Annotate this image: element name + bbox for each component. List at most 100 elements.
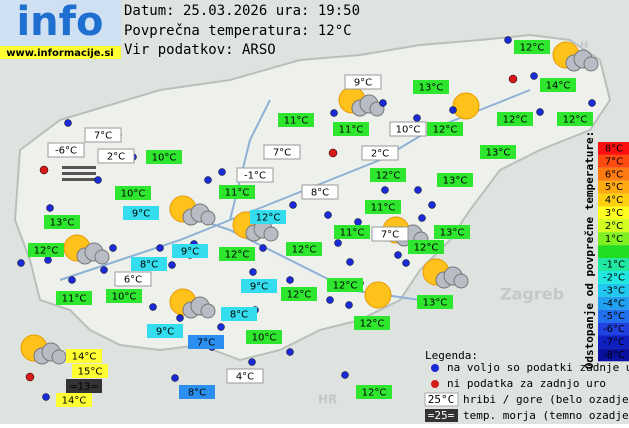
temperature-box: [327, 278, 363, 292]
temperature-label: 11°C: [284, 116, 309, 127]
temperature-box: [301, 184, 339, 200]
scale: Odstopanje od povprečne temperature: 8°C…: [583, 131, 629, 369]
source: Vir podatkov: ARSO: [124, 42, 276, 58]
temperature-label: 12°C: [563, 115, 588, 126]
station-dot: [588, 99, 596, 107]
temperature-label: 8°C: [230, 310, 248, 321]
sun-icon: [364, 281, 392, 309]
scale-cell: [598, 258, 629, 271]
temperature-label: 11°C: [225, 188, 250, 199]
temperature-box: [115, 186, 151, 200]
temperature-label: 7°C: [94, 131, 112, 142]
map-label: Zagreb: [500, 285, 564, 304]
temperature-label: 9°C: [132, 209, 150, 220]
cloud-part: [51, 349, 67, 365]
temperature-box: [480, 145, 516, 159]
legend-red-dot: [431, 380, 439, 388]
temperature-box: [557, 112, 593, 126]
temperature-label: 10°C: [152, 153, 177, 164]
temperature-label: 7°C: [273, 148, 291, 159]
temperature-label: 11°C: [340, 228, 365, 239]
temperature-label: 8°C: [140, 260, 158, 271]
cloud-icon: [182, 296, 216, 319]
temperature-label: 9°C: [250, 282, 268, 293]
temperature-label: 10°C: [252, 333, 277, 344]
cloud-part: [583, 56, 599, 72]
temperature-label: =13=: [69, 382, 98, 393]
temperature-label: 12°C: [333, 281, 358, 292]
temperature-box: [365, 200, 401, 214]
temperature-box: [246, 330, 282, 344]
cloud-icon: [33, 342, 67, 365]
station-dot: [345, 301, 353, 309]
station-dot: [100, 266, 108, 274]
legend-blue-dot: [431, 364, 439, 372]
scale-label: -3°C: [603, 285, 625, 296]
temperature-label: 12°C: [376, 171, 401, 182]
temperature-label: 12°C: [520, 43, 545, 54]
scale-cell: [598, 232, 629, 246]
scale-cell: [598, 154, 629, 168]
temperature-box: [434, 225, 470, 239]
temperature-label: 2°C: [107, 152, 125, 163]
scale-label: 4°C: [605, 195, 623, 206]
temperature-label: 13°C: [486, 148, 511, 159]
station-dot: [330, 109, 338, 117]
temperature-box: [250, 210, 286, 224]
temperature-box: [241, 279, 277, 293]
temperature-box: [123, 206, 159, 220]
scale-label: -5°C: [603, 311, 625, 322]
temperature-box: [84, 127, 122, 143]
station-dot: [42, 393, 50, 401]
temperature-box: [47, 142, 85, 158]
temperature-box: [278, 113, 314, 127]
temperature-box: [281, 287, 317, 301]
temperature-label: 12°C: [503, 115, 528, 126]
scale-title: Odstopanje od povprečne temperature:: [583, 131, 596, 369]
station-dot: [354, 218, 362, 226]
station-dot: [94, 176, 102, 184]
station-dot: [171, 374, 179, 382]
station-dot: [46, 204, 54, 212]
temperature-label: 15°C: [78, 367, 103, 378]
sun-icon: [452, 92, 480, 120]
temperature-label: 13°C: [440, 228, 465, 239]
scale-cell: [598, 142, 629, 155]
temperature-label: 12°C: [433, 125, 458, 136]
station-dot: [402, 259, 410, 267]
temperature-box: [106, 289, 142, 303]
station-dot: [286, 348, 294, 356]
legend-sea-text: temp. morja (temno ozadje): [463, 409, 629, 422]
scale-cell: [598, 206, 629, 220]
temperature-label: -6°C: [55, 146, 77, 157]
temperature-box: [371, 226, 409, 242]
temperature-box: [437, 173, 473, 187]
legend-sample-box: [424, 392, 459, 407]
temperature-box: [72, 364, 108, 378]
cloud-icon: [76, 242, 110, 265]
temperature-box: [263, 144, 301, 160]
temperature-label: 11°C: [339, 125, 364, 136]
missing-dot: [25, 372, 35, 382]
cloud-part: [200, 210, 216, 226]
station-dot: [414, 186, 422, 194]
temperature-box: [28, 243, 64, 257]
temperature-box: [188, 335, 224, 349]
station-dot: [286, 276, 294, 284]
temperature-box: [408, 240, 444, 254]
scale-label: 7°C: [605, 156, 623, 167]
temperature-box: [97, 148, 135, 164]
temperature-label: 10°C: [396, 125, 421, 136]
logo: info: [16, 0, 103, 45]
legend-sample-box: [425, 409, 458, 422]
station-dot: [346, 258, 354, 266]
legend-sea-sample: =25=: [428, 409, 455, 422]
temperature-label: 14°C: [62, 396, 87, 407]
temperature-box: [179, 385, 215, 399]
scale-cell: [598, 283, 629, 297]
station-dot: [259, 244, 267, 252]
temperature-box: [370, 168, 406, 182]
station-dot: [156, 244, 164, 252]
scale-label: -2°C: [603, 272, 625, 283]
